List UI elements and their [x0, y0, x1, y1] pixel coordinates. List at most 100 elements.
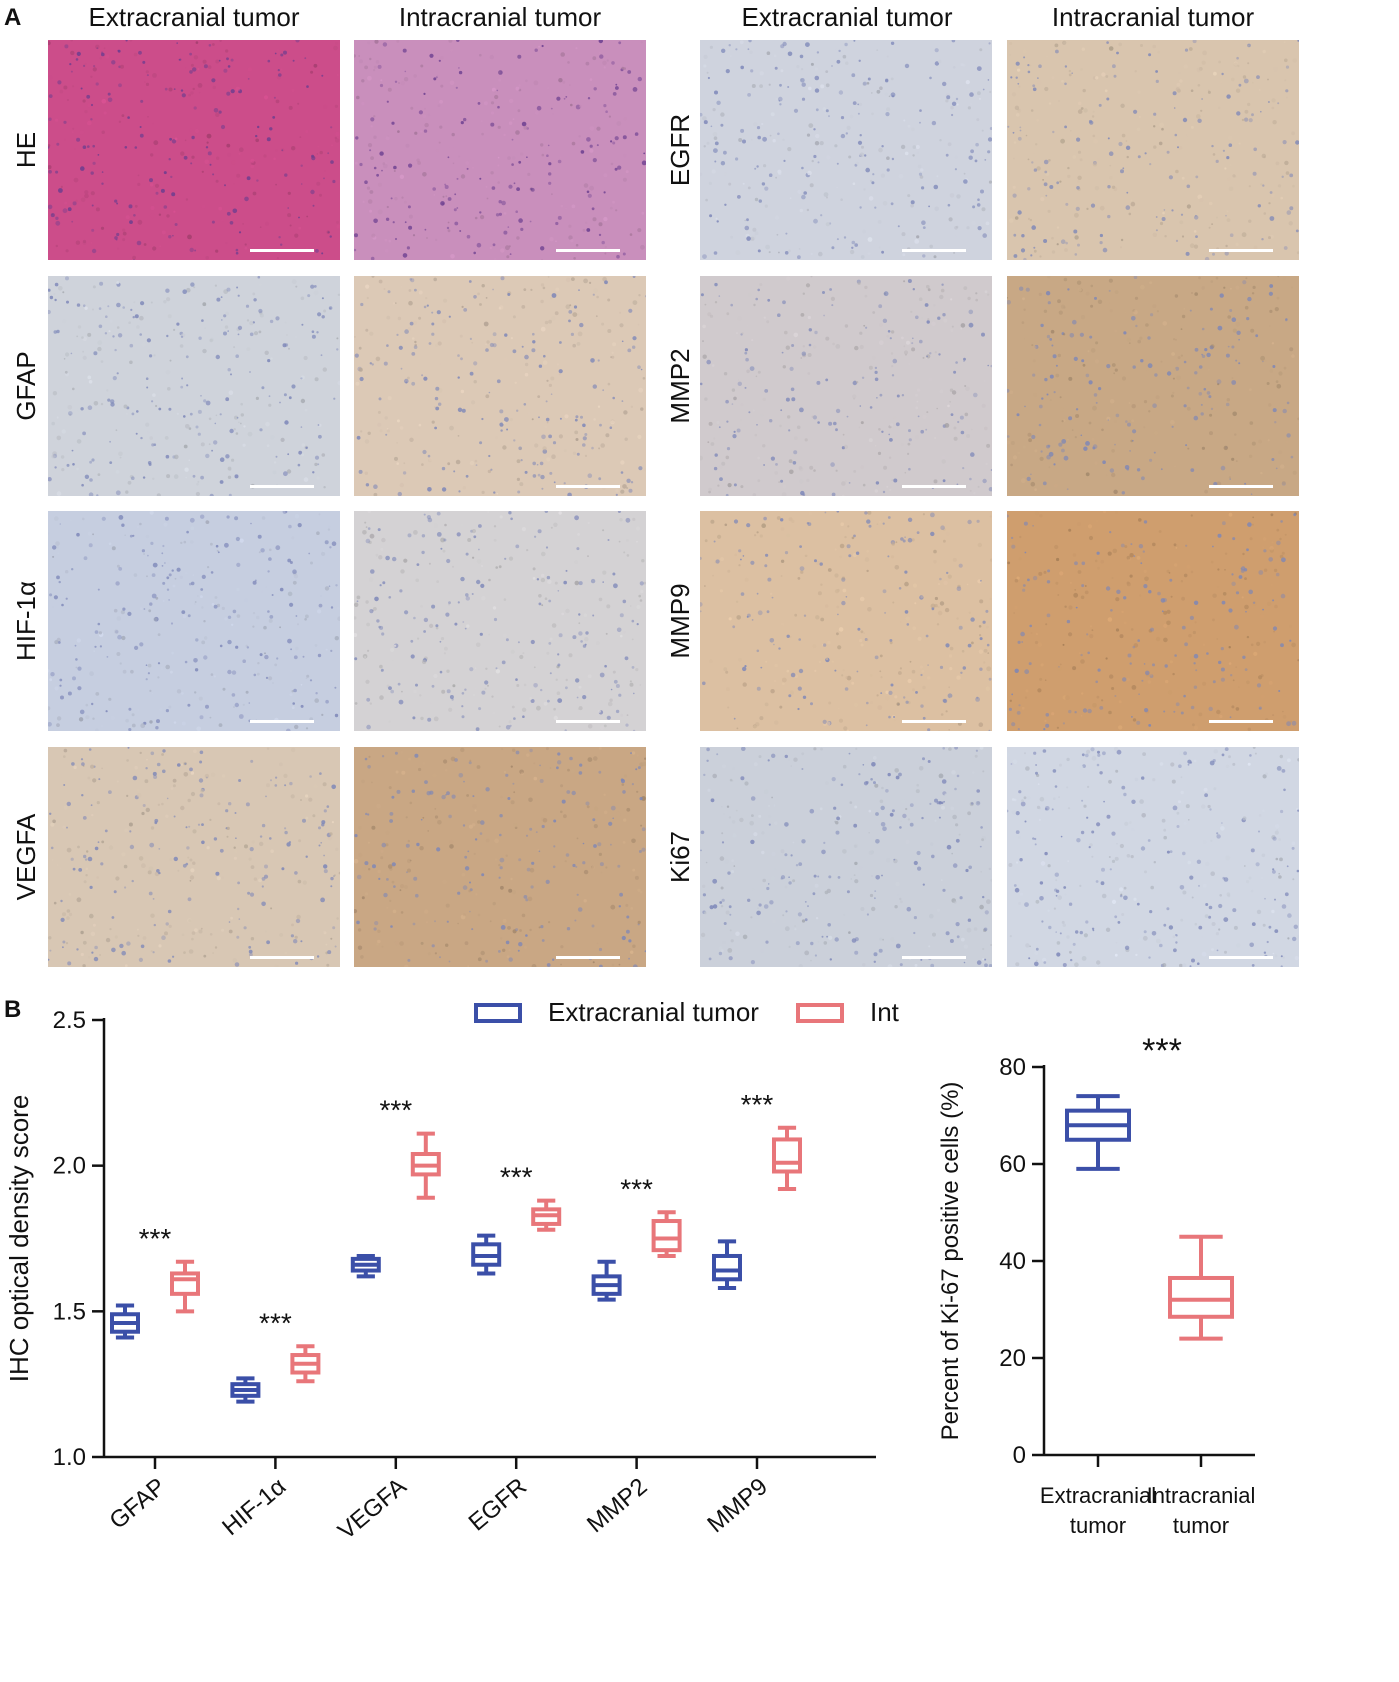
- ki67-boxplot: 0 20 40 60 80 Percent of Ki-67 positive cells…: [937, 1032, 1256, 1538]
- significance-3: ***: [500, 1162, 533, 1193]
- box-iqr: [651, 1219, 682, 1253]
- micrograph-hif-extracranial: [48, 511, 340, 731]
- micrograph-texture: [48, 40, 340, 260]
- column-header-left-intracranial: Intracranial tumor: [398, 2, 602, 32]
- box-intracranial-2: [410, 1131, 441, 1200]
- micrograph-egfr-extracranial: [700, 40, 992, 260]
- stain-label-mmp9: MMP9: [665, 583, 695, 659]
- box-iqr: [170, 1271, 200, 1296]
- x-tick-label-0: GFAP: [104, 1473, 170, 1535]
- box-iqr: [772, 1137, 802, 1174]
- significance-0: ***: [139, 1223, 172, 1254]
- x-tick-label-5: MMP9: [702, 1473, 772, 1538]
- scale-bar: [556, 720, 620, 723]
- box-extracranial-2: [350, 1253, 381, 1279]
- micrograph-texture: [48, 747, 340, 967]
- micrograph-texture: [700, 276, 992, 496]
- scale-bar: [250, 249, 314, 252]
- x-tick-label-line: Extracranial: [1040, 1483, 1156, 1508]
- scale-bar: [902, 249, 966, 252]
- box-intracranial-0: [170, 1259, 200, 1314]
- micrograph-ki67-extracranial: [700, 747, 992, 967]
- micrograph-texture: [1007, 276, 1299, 495]
- y-tick-label: 2.5: [53, 1007, 86, 1034]
- micrograph-texture: [700, 40, 992, 260]
- micrograph-texture: [1007, 511, 1299, 731]
- stain-label-egfr: EGFR: [665, 113, 695, 187]
- box-extracranial-1: [230, 1376, 261, 1404]
- stain-label-hif: HIF-1α: [11, 580, 41, 662]
- box-intracranial-5: [772, 1125, 802, 1191]
- scale-bar: [902, 956, 966, 959]
- ki67-box-1: [1168, 1234, 1234, 1341]
- micrograph-texture: [354, 511, 646, 731]
- micrograph-mmp9-extracranial: [700, 511, 992, 731]
- micrograph-texture: [48, 276, 340, 496]
- micrograph-texture: [354, 276, 646, 496]
- panel-a-letter: A: [4, 4, 22, 31]
- micrograph-vegfa-intracranial: [354, 747, 646, 967]
- optical-density-boxplot: 1.0 1.5 2.0 2.5 IHC optical density score GFA…: [4, 997, 900, 1545]
- y-tick-label: 2.0: [53, 1153, 86, 1180]
- column-header-right-intracranial: Intracranial tumor: [1051, 2, 1255, 32]
- stain-label-he: HE: [11, 131, 41, 169]
- column-header-left-extracranial: Extracranial tumor: [88, 2, 300, 32]
- micrograph-gfap-extracranial: [48, 276, 340, 496]
- significance-5: ***: [741, 1089, 774, 1120]
- scale-bar: [902, 485, 966, 488]
- scale-bar: [902, 720, 966, 723]
- legend-swatch-0: [474, 1003, 522, 1023]
- box-intracranial-1: [290, 1344, 321, 1384]
- significance-1: ***: [259, 1307, 292, 1338]
- micrograph-egfr-intracranial: [1007, 40, 1299, 260]
- box-extracranial-4: [591, 1259, 622, 1302]
- micrograph-texture: [700, 511, 992, 731]
- micrograph-he-extracranial: [48, 40, 340, 260]
- box-intracranial-3: [531, 1198, 562, 1232]
- legend-label-1: Intracranial tumor: [870, 997, 900, 1027]
- micrograph-texture: [48, 511, 340, 731]
- stain-label-ki67: Ki67: [665, 830, 695, 884]
- micrograph-gfap-intracranial: [354, 276, 646, 496]
- x-tick-label-line: Intracranial: [1147, 1483, 1256, 1508]
- stain-label-vegfa: VEGFA: [11, 813, 41, 901]
- micrograph-vegfa-extracranial: [48, 747, 340, 967]
- micrograph-mmp2-intracranial: [1007, 276, 1299, 496]
- scale-bar: [1209, 485, 1273, 488]
- box-extracranial-5: [712, 1239, 742, 1291]
- box-extracranial-3: [471, 1233, 502, 1276]
- legend-swatch-1: [796, 1003, 844, 1023]
- y-tick-label: 80: [999, 1054, 1026, 1081]
- box-iqr: [1168, 1275, 1234, 1319]
- box-iqr: [712, 1253, 742, 1282]
- x-tick-label-1: HIF-1α: [217, 1473, 291, 1541]
- legend-label-0: Extracranial tumor: [548, 997, 759, 1027]
- micrograph-texture: [1007, 40, 1299, 260]
- y-axis-label: Percent of Ki-67 positive cells (%): [937, 1082, 964, 1441]
- x-tick-label-1: Intracranial tumor: [1147, 1483, 1256, 1538]
- y-tick-label: 40: [999, 1248, 1026, 1275]
- scale-bar: [250, 956, 314, 959]
- ki67-significance: ***: [1142, 1032, 1182, 1070]
- micrograph-texture: [354, 747, 646, 967]
- scale-bar: [556, 249, 620, 252]
- scale-bar: [1209, 956, 1273, 959]
- scale-bar: [1209, 249, 1273, 252]
- y-tick-label: 60: [999, 1151, 1026, 1178]
- x-tick-label-4: MMP2: [582, 1473, 652, 1538]
- y-tick-label: 0: [1013, 1442, 1026, 1469]
- micrograph-texture: [1007, 747, 1299, 967]
- stain-label-gfap: GFAP: [11, 351, 41, 421]
- micrograph-texture: [354, 40, 646, 260]
- panel-b-letter: B: [4, 996, 22, 1023]
- y-axis-label: IHC optical density score: [4, 1095, 34, 1383]
- scale-bar: [250, 720, 314, 723]
- scale-bar: [556, 956, 620, 959]
- scale-bar: [556, 485, 620, 488]
- micrograph-mmp9-intracranial: [1007, 511, 1299, 731]
- x-tick-label-line: tumor: [1173, 1513, 1229, 1538]
- micrograph-ki67-intracranial: [1007, 747, 1299, 967]
- micrograph-texture: [700, 747, 992, 967]
- significance-2: ***: [379, 1095, 412, 1126]
- box-extracranial-0: [110, 1303, 140, 1340]
